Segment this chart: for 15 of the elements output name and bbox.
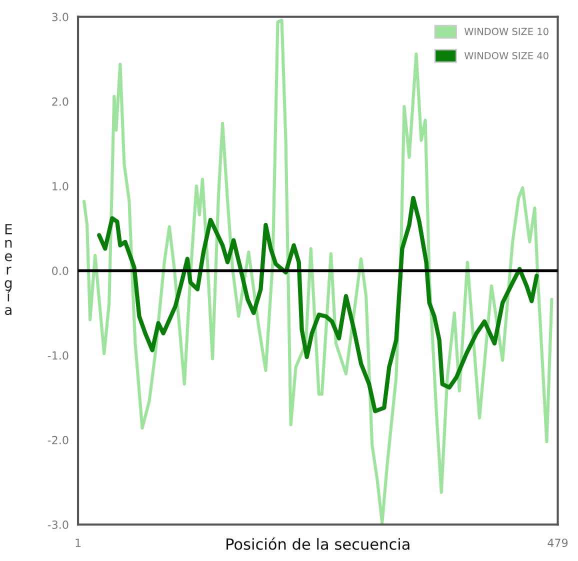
y-tick-label: 2.0 — [52, 97, 68, 106]
y-tick-label: -3.0 — [48, 520, 68, 529]
y-tick-label: -2.0 — [48, 436, 68, 444]
y-axis-title: Energía — [4, 224, 12, 316]
x-axis-title: Posición de la secuencia — [226, 537, 410, 550]
legend-label: WINDOW SIZE 40 — [464, 52, 548, 60]
line-series — [82, 18, 554, 524]
x-tick-label: 1 — [76, 538, 81, 547]
y-tick-label: -1.0 — [48, 351, 68, 360]
y-tick-label: 3.0 — [52, 12, 68, 22]
legend-label: WINDOW SIZE 10 — [464, 28, 548, 36]
y-tick-label: 1.0 — [52, 182, 68, 190]
x-tick-label: 479 — [548, 538, 568, 548]
line-series — [97, 196, 539, 414]
y-tick-label: 0.0 — [52, 266, 68, 276]
